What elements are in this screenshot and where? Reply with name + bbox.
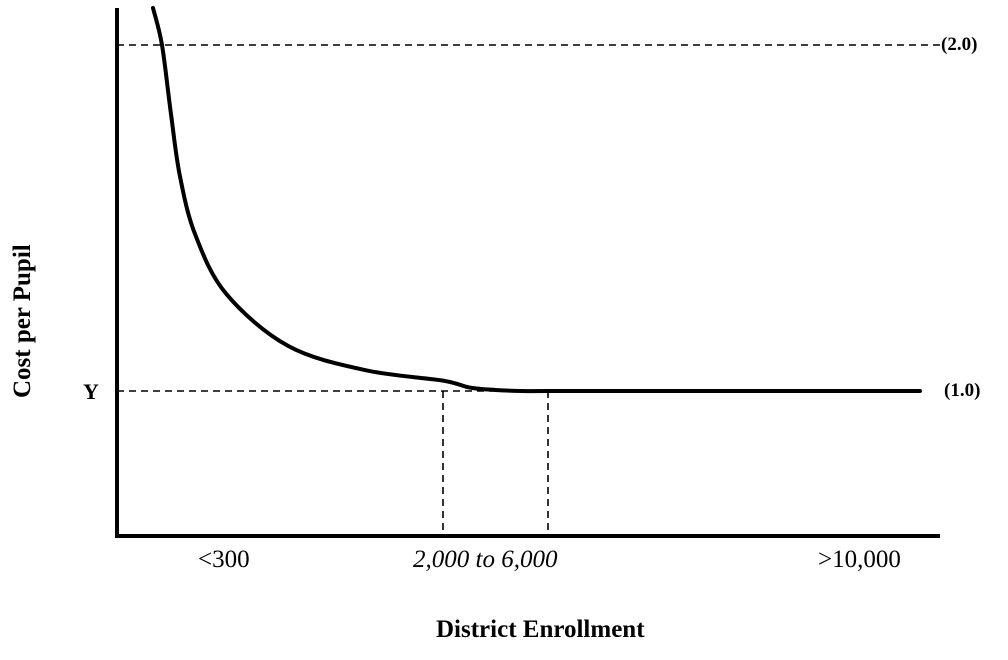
cost-curve: [151, 6, 922, 394]
x-tick-label-small: <300: [198, 546, 250, 573]
reference-label-1: (1.0): [944, 380, 981, 401]
x-axis-label: District Enrollment: [436, 616, 645, 643]
y-marker-label: Y: [83, 379, 99, 404]
x-tick-label-large: >10,000: [818, 546, 901, 573]
x-tick-label-optimal: 2,000 to 6,000: [413, 546, 558, 573]
y-axis-label: Cost per Pupil: [9, 244, 36, 398]
reference-label-2: (2.0): [941, 34, 978, 55]
